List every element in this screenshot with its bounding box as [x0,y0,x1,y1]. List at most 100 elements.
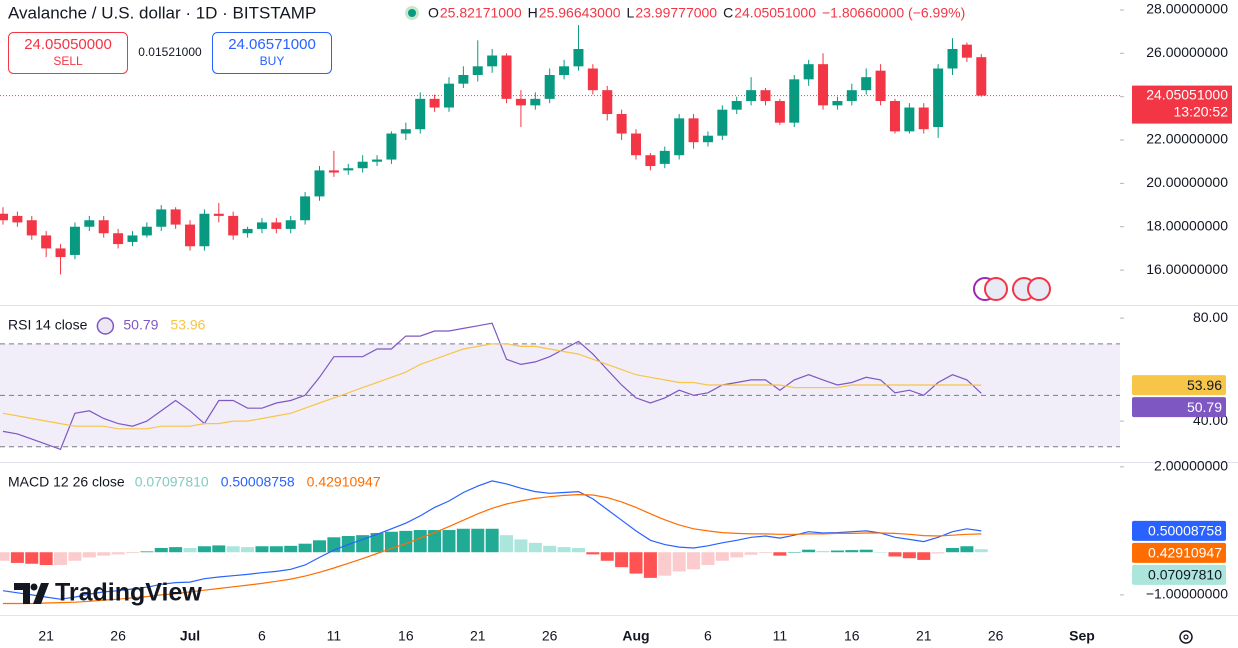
histogram-bar [773,552,787,556]
histogram-bar [787,552,801,553]
candle-body [645,155,656,167]
sell-button[interactable] [8,32,128,74]
histogram-bar [615,552,629,568]
chart-title: Avalanche / U.S. dollar · 1D · BITSTAMP [8,3,316,22]
event-icon[interactable] [984,277,1008,301]
histogram-bar [931,552,945,554]
x-tick-label: 21 [38,628,54,644]
candle-body [185,224,196,247]
candle-body [0,213,8,221]
x-tick-label: 21 [916,628,932,644]
value-badge [1132,375,1226,396]
buy-label[interactable]: BUY [260,54,285,68]
candle-body [487,55,498,67]
histogram-bar [629,552,643,574]
candle-body [875,70,886,102]
candle-body [357,161,368,169]
ohlc-key: O [428,5,439,21]
histogram-bar [370,533,384,553]
legend-value: 0.42910947 [307,474,381,490]
legend-value: 50.79 [123,317,158,333]
x-tick-label: 6 [258,628,266,644]
histogram-bar [255,546,269,553]
candle-body [616,114,627,134]
legend-value: 0.50008758 [221,474,295,490]
y-tick-label: 2.00000000 [1154,458,1228,474]
legend-icon [96,317,115,335]
candle-body [530,98,541,106]
logo-mark [14,583,49,604]
rsi-line [2,322,982,451]
event-icon[interactable] [1027,277,1051,301]
y-tick-label: 28.00000000 [1146,1,1228,17]
candle-body [256,222,267,229]
histogram-bar [528,542,542,553]
rsi-line [2,343,982,430]
candle-body [631,133,642,156]
candle-body [602,90,613,115]
candle-body [731,101,742,110]
histogram-bar [687,552,701,570]
x-tick-label: Jul [180,628,200,644]
candle-body [933,68,944,128]
histogram-bar [802,549,816,553]
indicator-legend: RSI 14 close [8,317,88,333]
histogram-bar [399,530,413,553]
legend-value: 53.96 [170,317,205,333]
watermark: TradingView [14,579,202,607]
histogram-bar [643,552,657,578]
candle-body [501,55,512,99]
candle-body [918,107,929,130]
candle-body [789,79,800,123]
event-icons[interactable] [973,277,1051,301]
x-tick-label: 21 [470,628,486,644]
candle-body [587,68,598,91]
ohlc-value: 25.96643000 [539,5,621,21]
value-badge-label: 0.07097810 [1148,567,1222,583]
sell-label[interactable]: SELL [53,54,83,68]
legend-value: 0.07097810 [135,474,209,490]
histogram-bar [571,547,585,553]
macd-line [3,493,982,605]
y-tick-label: 18.00000000 [1146,217,1228,233]
last-price-label: 24.05051000 [1146,86,1228,102]
candle-body [515,98,526,106]
histogram-bar [500,535,514,553]
value-badge-label: 53.96 [1187,377,1222,393]
buy-price[interactable]: 24.06571000 [228,36,316,53]
histogram-bar [442,530,456,553]
histogram-bar [428,530,442,553]
histogram-bar [514,539,528,553]
histogram-bar [183,547,197,553]
candle-body [170,209,181,225]
candle-body [328,170,339,173]
sell-price[interactable]: 24.05050000 [24,36,112,53]
ohlc-value: 23.99777000 [635,5,717,21]
histogram-bar [10,552,24,563]
settings-icon[interactable] [1179,630,1193,644]
x-tick-label: Sep [1069,628,1095,644]
histogram-bar [485,528,499,553]
y-tick-label: 22.00000000 [1146,131,1228,147]
candle-body [429,98,440,108]
histogram-bar [284,545,298,553]
indicator-legend: MACD 12 26 close [8,474,125,490]
histogram-bar [82,552,96,558]
settings-icon-core[interactable] [1183,634,1189,640]
ohlc-value: 24.05051000 [734,5,816,21]
candle-body [127,235,138,242]
histogram-bar [859,549,873,553]
histogram-bar [917,552,931,560]
value-badge [1132,542,1226,563]
spread: 0.01521000 [138,45,202,59]
histogram-bar [125,552,139,554]
histogram-bar [874,552,888,553]
x-tick-label: 16 [398,628,414,644]
candle-body [12,215,23,223]
buy-button[interactable] [212,32,332,74]
candle-body [372,159,383,162]
value-badge-label: 0.42910947 [1148,545,1222,561]
y-tick-label: 16.00000000 [1146,261,1228,277]
